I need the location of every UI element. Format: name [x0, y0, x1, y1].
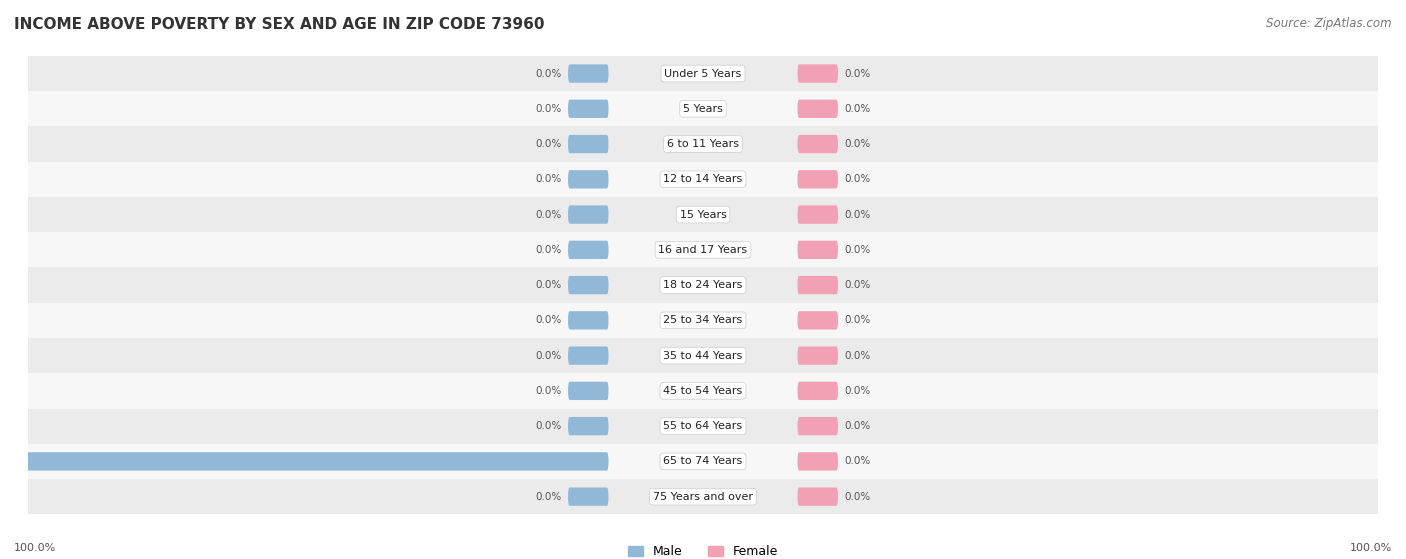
FancyBboxPatch shape	[797, 452, 838, 471]
Text: 0.0%: 0.0%	[845, 210, 870, 220]
FancyBboxPatch shape	[797, 205, 838, 224]
FancyBboxPatch shape	[797, 382, 838, 400]
Text: 25 to 34 Years: 25 to 34 Years	[664, 315, 742, 325]
Text: 0.0%: 0.0%	[536, 386, 561, 396]
Text: 35 to 44 Years: 35 to 44 Years	[664, 350, 742, 361]
Text: 0.0%: 0.0%	[845, 456, 870, 466]
FancyBboxPatch shape	[797, 487, 838, 506]
FancyBboxPatch shape	[568, 276, 609, 294]
FancyBboxPatch shape	[28, 444, 1378, 479]
Text: 0.0%: 0.0%	[536, 421, 561, 431]
Text: 0.0%: 0.0%	[845, 174, 870, 184]
FancyBboxPatch shape	[797, 311, 838, 329]
Text: 0.0%: 0.0%	[536, 245, 561, 255]
FancyBboxPatch shape	[28, 91, 1378, 126]
FancyBboxPatch shape	[568, 135, 609, 153]
Text: Under 5 Years: Under 5 Years	[665, 69, 741, 78]
Text: 45 to 54 Years: 45 to 54 Years	[664, 386, 742, 396]
Text: 0.0%: 0.0%	[536, 492, 561, 501]
FancyBboxPatch shape	[28, 267, 1378, 303]
FancyBboxPatch shape	[28, 232, 1378, 267]
FancyBboxPatch shape	[28, 56, 1378, 91]
Text: 0.0%: 0.0%	[845, 139, 870, 149]
Text: 18 to 24 Years: 18 to 24 Years	[664, 280, 742, 290]
FancyBboxPatch shape	[568, 64, 609, 83]
Text: 100.0%: 100.0%	[1350, 543, 1392, 553]
FancyBboxPatch shape	[568, 170, 609, 188]
Text: 0.0%: 0.0%	[845, 386, 870, 396]
Text: 0.0%: 0.0%	[845, 69, 870, 78]
Text: 100.0%: 100.0%	[14, 543, 56, 553]
Text: Source: ZipAtlas.com: Source: ZipAtlas.com	[1267, 17, 1392, 30]
FancyBboxPatch shape	[797, 276, 838, 294]
Legend: Male, Female: Male, Female	[623, 540, 783, 559]
FancyBboxPatch shape	[568, 417, 609, 435]
Text: 0.0%: 0.0%	[845, 492, 870, 501]
FancyBboxPatch shape	[28, 197, 1378, 232]
Text: 0.0%: 0.0%	[536, 280, 561, 290]
FancyBboxPatch shape	[28, 162, 1378, 197]
FancyBboxPatch shape	[568, 241, 609, 259]
FancyBboxPatch shape	[568, 487, 609, 506]
FancyBboxPatch shape	[28, 338, 1378, 373]
FancyBboxPatch shape	[797, 241, 838, 259]
Text: 0.0%: 0.0%	[845, 280, 870, 290]
FancyBboxPatch shape	[568, 100, 609, 118]
Text: 0.0%: 0.0%	[845, 350, 870, 361]
FancyBboxPatch shape	[28, 409, 1378, 444]
Text: 55 to 64 Years: 55 to 64 Years	[664, 421, 742, 431]
FancyBboxPatch shape	[797, 417, 838, 435]
FancyBboxPatch shape	[0, 452, 609, 471]
FancyBboxPatch shape	[568, 382, 609, 400]
Text: 0.0%: 0.0%	[845, 245, 870, 255]
Text: 0.0%: 0.0%	[536, 350, 561, 361]
FancyBboxPatch shape	[797, 347, 838, 365]
FancyBboxPatch shape	[568, 311, 609, 329]
FancyBboxPatch shape	[797, 135, 838, 153]
Text: 0.0%: 0.0%	[845, 421, 870, 431]
Text: 15 Years: 15 Years	[679, 210, 727, 220]
Text: 65 to 74 Years: 65 to 74 Years	[664, 456, 742, 466]
FancyBboxPatch shape	[28, 479, 1378, 514]
Text: 12 to 14 Years: 12 to 14 Years	[664, 174, 742, 184]
Text: 0.0%: 0.0%	[536, 315, 561, 325]
FancyBboxPatch shape	[797, 170, 838, 188]
Text: 0.0%: 0.0%	[536, 174, 561, 184]
Text: 75 Years and over: 75 Years and over	[652, 492, 754, 501]
FancyBboxPatch shape	[568, 347, 609, 365]
Text: 0.0%: 0.0%	[845, 315, 870, 325]
Text: 0.0%: 0.0%	[536, 104, 561, 114]
FancyBboxPatch shape	[28, 373, 1378, 409]
Text: 0.0%: 0.0%	[845, 104, 870, 114]
Text: 0.0%: 0.0%	[536, 210, 561, 220]
FancyBboxPatch shape	[28, 303, 1378, 338]
Text: 5 Years: 5 Years	[683, 104, 723, 114]
Text: 16 and 17 Years: 16 and 17 Years	[658, 245, 748, 255]
Text: 6 to 11 Years: 6 to 11 Years	[666, 139, 740, 149]
Text: 0.0%: 0.0%	[536, 69, 561, 78]
FancyBboxPatch shape	[797, 64, 838, 83]
Text: 0.0%: 0.0%	[536, 139, 561, 149]
FancyBboxPatch shape	[797, 100, 838, 118]
Text: INCOME ABOVE POVERTY BY SEX AND AGE IN ZIP CODE 73960: INCOME ABOVE POVERTY BY SEX AND AGE IN Z…	[14, 17, 544, 32]
FancyBboxPatch shape	[568, 205, 609, 224]
FancyBboxPatch shape	[28, 126, 1378, 162]
